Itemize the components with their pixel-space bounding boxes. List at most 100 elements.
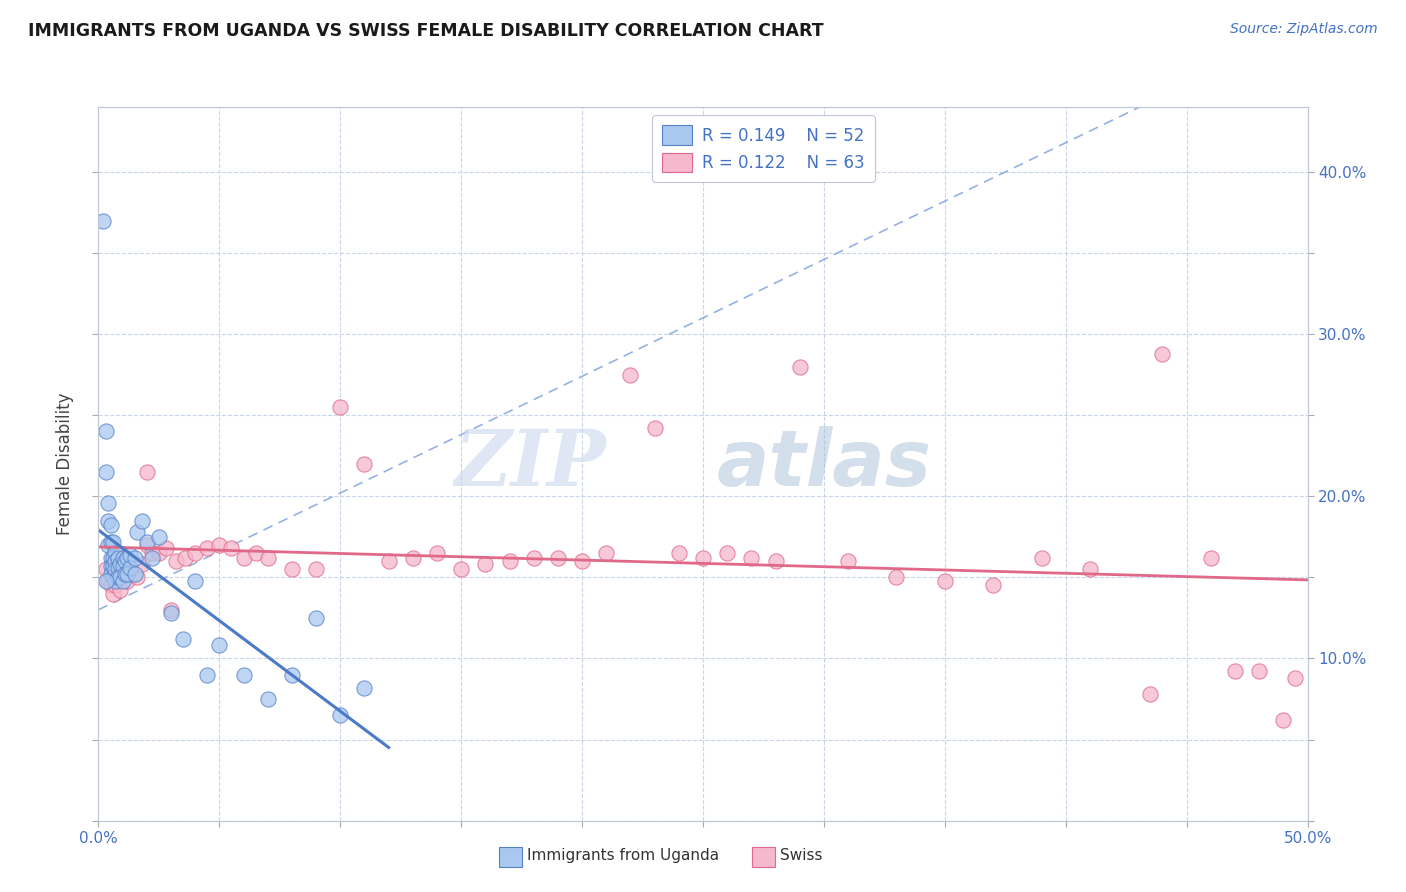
Point xyxy=(1272,713,1295,727)
Point xyxy=(281,562,304,576)
Point xyxy=(221,541,243,556)
Point xyxy=(353,681,375,695)
Point xyxy=(571,554,593,568)
Text: ZIP: ZIP xyxy=(454,425,606,502)
Point xyxy=(644,421,666,435)
Point xyxy=(97,538,120,552)
Point xyxy=(1031,550,1053,565)
Point xyxy=(450,562,472,576)
Point xyxy=(104,546,127,560)
Point xyxy=(101,570,124,584)
Point xyxy=(1223,665,1246,679)
Point xyxy=(117,574,139,588)
Point xyxy=(160,603,183,617)
Point xyxy=(668,546,690,560)
Point xyxy=(208,639,231,653)
Point xyxy=(160,606,183,620)
Point xyxy=(740,550,762,565)
Point xyxy=(329,708,352,723)
Point xyxy=(595,546,617,560)
Point xyxy=(165,554,187,568)
Point xyxy=(117,567,139,582)
Point xyxy=(523,550,546,565)
Point xyxy=(117,550,139,565)
Point xyxy=(184,546,207,560)
Point xyxy=(377,554,399,568)
Point xyxy=(111,574,134,588)
Point xyxy=(114,554,136,568)
Text: Swiss: Swiss xyxy=(780,848,823,863)
Point xyxy=(1078,562,1101,576)
Point xyxy=(101,586,124,600)
Point xyxy=(107,560,129,574)
Point xyxy=(108,583,131,598)
Point xyxy=(305,562,328,576)
Point xyxy=(837,554,859,568)
Point xyxy=(100,518,122,533)
Point xyxy=(886,570,908,584)
Point xyxy=(94,425,117,439)
Point xyxy=(619,368,641,382)
Point xyxy=(155,541,177,556)
Point xyxy=(118,560,141,574)
Point xyxy=(94,562,117,576)
Point xyxy=(498,554,520,568)
Text: Source: ZipAtlas.com: Source: ZipAtlas.com xyxy=(1230,22,1378,37)
Point xyxy=(97,574,120,588)
Point xyxy=(124,567,146,582)
Point xyxy=(981,578,1004,592)
Point xyxy=(131,514,153,528)
Point xyxy=(1139,687,1161,701)
Point xyxy=(94,465,117,479)
Point xyxy=(97,514,120,528)
Point xyxy=(107,550,129,565)
Point xyxy=(104,562,127,576)
Point xyxy=(148,546,170,560)
Point xyxy=(256,550,278,565)
Point xyxy=(474,558,496,572)
Point xyxy=(402,550,425,565)
Point xyxy=(1249,665,1271,679)
Legend: R = 0.149    N = 52, R = 0.122    N = 63: R = 0.149 N = 52, R = 0.122 N = 63 xyxy=(652,115,875,182)
Point xyxy=(94,574,117,588)
Point xyxy=(118,548,141,562)
Text: atlas: atlas xyxy=(717,425,931,502)
Text: IMMIGRANTS FROM UGANDA VS SWISS FEMALE DISABILITY CORRELATION CHART: IMMIGRANTS FROM UGANDA VS SWISS FEMALE D… xyxy=(28,22,824,40)
Point xyxy=(148,530,170,544)
Point xyxy=(127,524,149,539)
Point xyxy=(195,541,218,556)
Point xyxy=(1199,550,1222,565)
Point xyxy=(107,570,129,584)
Point xyxy=(1284,671,1306,685)
Point xyxy=(121,567,143,582)
Point xyxy=(1152,346,1174,360)
Point xyxy=(108,558,131,572)
Point xyxy=(114,567,136,582)
Point xyxy=(789,359,811,374)
Point xyxy=(101,559,124,574)
Text: Immigrants from Uganda: Immigrants from Uganda xyxy=(527,848,720,863)
Point xyxy=(97,496,120,510)
Point xyxy=(108,570,131,584)
Point xyxy=(765,554,787,568)
Point xyxy=(104,574,127,588)
Point xyxy=(172,632,194,646)
Point xyxy=(305,611,328,625)
Point xyxy=(101,550,124,565)
Point xyxy=(141,550,163,565)
Point xyxy=(934,574,956,588)
Point xyxy=(426,546,449,560)
Point xyxy=(127,570,149,584)
Point xyxy=(547,550,569,565)
Point xyxy=(100,550,122,565)
Point xyxy=(208,538,231,552)
Point xyxy=(195,667,218,681)
Point xyxy=(232,550,254,565)
Point xyxy=(100,578,122,592)
Y-axis label: Female Disability: Female Disability xyxy=(56,392,75,535)
Point xyxy=(232,667,254,681)
Point xyxy=(107,574,129,588)
Point xyxy=(100,534,122,549)
Point xyxy=(184,574,207,588)
Point xyxy=(100,559,122,574)
